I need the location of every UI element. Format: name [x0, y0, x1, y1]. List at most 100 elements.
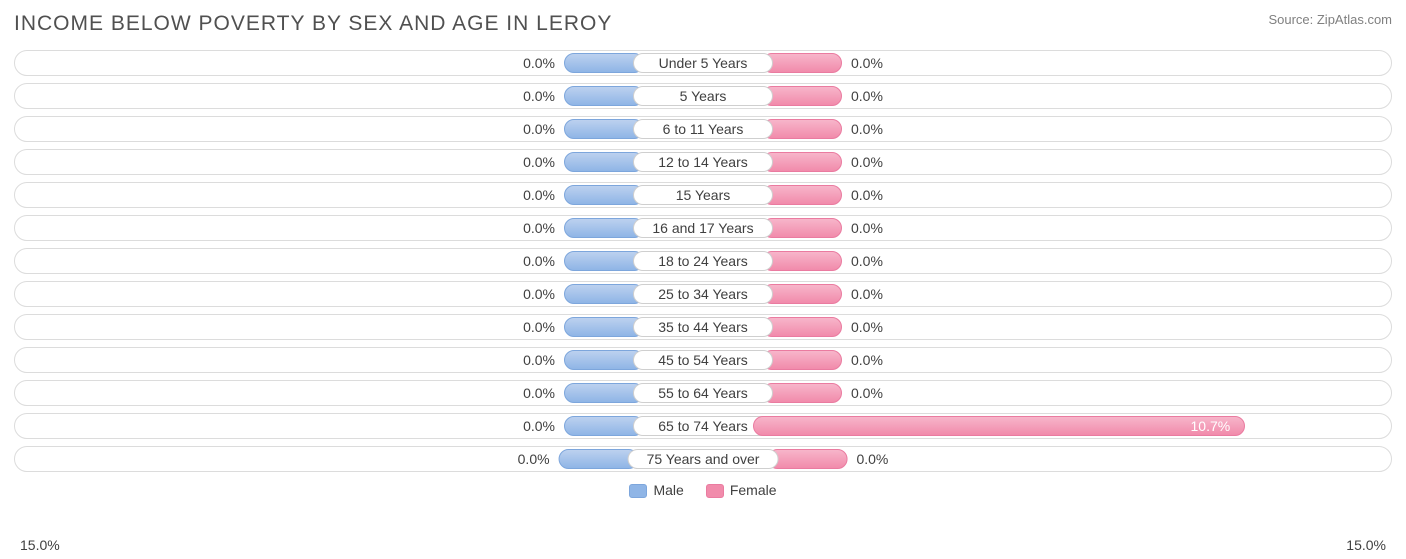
category-label: 12 to 14 Years — [633, 152, 773, 172]
row-center: 75 Years and over — [559, 449, 848, 469]
female-bar — [762, 383, 842, 403]
table-row: 45 to 54 Years 0.0% 0.0% — [14, 347, 1392, 373]
male-value: 0.0% — [523, 183, 555, 207]
category-label: 55 to 64 Years — [633, 383, 773, 403]
male-bar — [564, 416, 644, 436]
female-bar — [762, 152, 842, 172]
category-label: 18 to 24 Years — [633, 251, 773, 271]
female-bar — [767, 449, 847, 469]
category-label: 6 to 11 Years — [633, 119, 773, 139]
axis-max-right: 15.0% — [1346, 537, 1386, 553]
female-bar-extended — [753, 416, 1245, 436]
male-value: 0.0% — [523, 216, 555, 240]
female-bar — [762, 185, 842, 205]
female-value: 0.0% — [851, 381, 883, 405]
male-value: 0.0% — [523, 117, 555, 141]
male-bar — [564, 284, 644, 304]
female-bar — [762, 53, 842, 73]
table-row: 35 to 44 Years 0.0% 0.0% — [14, 314, 1392, 340]
male-value: 0.0% — [523, 51, 555, 75]
female-bar — [762, 251, 842, 271]
row-center: 15 Years — [564, 185, 842, 205]
row-center: 16 and 17 Years — [564, 218, 842, 238]
chart-container: INCOME BELOW POVERTY BY SEX AND AGE IN L… — [0, 0, 1406, 559]
row-center: 35 to 44 Years — [564, 317, 842, 337]
male-value: 0.0% — [523, 381, 555, 405]
table-row: 18 to 24 Years 0.0% 0.0% — [14, 248, 1392, 274]
category-label: 15 Years — [633, 185, 773, 205]
row-center: 18 to 24 Years — [564, 251, 842, 271]
category-label: 35 to 44 Years — [633, 317, 773, 337]
female-bar — [762, 317, 842, 337]
female-bar — [762, 284, 842, 304]
table-row: 12 to 14 Years 0.0% 0.0% — [14, 149, 1392, 175]
row-center: 55 to 64 Years — [564, 383, 842, 403]
female-bar — [762, 218, 842, 238]
female-value: 0.0% — [851, 348, 883, 372]
female-value: 0.0% — [851, 183, 883, 207]
row-center: 5 Years — [564, 86, 842, 106]
female-value: 0.0% — [851, 150, 883, 174]
category-label: 45 to 54 Years — [633, 350, 773, 370]
male-bar — [564, 53, 644, 73]
table-row: Under 5 Years 0.0% 0.0% — [14, 50, 1392, 76]
table-row: 6 to 11 Years 0.0% 0.0% — [14, 116, 1392, 142]
male-value: 0.0% — [523, 315, 555, 339]
legend-male-label: Male — [653, 482, 683, 498]
category-label: 25 to 34 Years — [633, 284, 773, 304]
legend: Male Female — [14, 482, 1392, 498]
table-row: 65 to 74 Years 0.0% 10.7% — [14, 413, 1392, 439]
female-value: 0.0% — [851, 117, 883, 141]
row-center: 6 to 11 Years — [564, 119, 842, 139]
category-label: 75 Years and over — [628, 449, 779, 469]
table-row: 55 to 64 Years 0.0% 0.0% — [14, 380, 1392, 406]
table-row: 75 Years and over 0.0% 0.0% — [14, 446, 1392, 472]
row-center: 12 to 14 Years — [564, 152, 842, 172]
male-bar — [564, 317, 644, 337]
row-center: Under 5 Years — [564, 53, 842, 73]
category-label: Under 5 Years — [633, 53, 773, 73]
table-row: 15 Years 0.0% 0.0% — [14, 182, 1392, 208]
header: INCOME BELOW POVERTY BY SEX AND AGE IN L… — [14, 12, 1392, 36]
male-value: 0.0% — [523, 414, 555, 438]
female-bar — [762, 86, 842, 106]
chart-title: INCOME BELOW POVERTY BY SEX AND AGE IN L… — [14, 12, 612, 36]
male-bar — [564, 383, 644, 403]
male-bar — [564, 152, 644, 172]
male-value: 0.0% — [523, 249, 555, 273]
female-value: 0.0% — [851, 249, 883, 273]
table-row: 5 Years 0.0% 0.0% — [14, 83, 1392, 109]
female-value: 10.7% — [1191, 414, 1231, 438]
male-value: 0.0% — [523, 84, 555, 108]
male-bar — [564, 185, 644, 205]
female-value: 0.0% — [851, 51, 883, 75]
axis-max-left: 15.0% — [20, 537, 60, 553]
table-row: 16 and 17 Years 0.0% 0.0% — [14, 215, 1392, 241]
male-bar — [564, 350, 644, 370]
male-bar — [559, 449, 639, 469]
category-label: 65 to 74 Years — [633, 416, 773, 436]
female-bar — [762, 119, 842, 139]
female-value: 0.0% — [851, 282, 883, 306]
female-value: 0.0% — [856, 447, 888, 471]
row-center: 45 to 54 Years — [564, 350, 842, 370]
legend-female-label: Female — [730, 482, 777, 498]
chart-rows: Under 5 Years0.0%0.0%5 Years0.0%0.0%6 to… — [14, 50, 1392, 472]
category-label: 5 Years — [633, 86, 773, 106]
male-bar — [564, 251, 644, 271]
female-value: 0.0% — [851, 84, 883, 108]
male-value: 0.0% — [523, 282, 555, 306]
male-bar — [564, 218, 644, 238]
male-value: 0.0% — [523, 150, 555, 174]
male-value: 0.0% — [523, 348, 555, 372]
female-value: 0.0% — [851, 315, 883, 339]
male-swatch-icon — [629, 484, 647, 498]
legend-female: Female — [706, 482, 777, 498]
source-label: Source: ZipAtlas.com — [1268, 12, 1392, 27]
female-value: 0.0% — [851, 216, 883, 240]
male-value: 0.0% — [518, 447, 550, 471]
legend-male: Male — [629, 482, 683, 498]
male-bar — [564, 86, 644, 106]
female-bar — [762, 350, 842, 370]
table-row: 25 to 34 Years 0.0% 0.0% — [14, 281, 1392, 307]
